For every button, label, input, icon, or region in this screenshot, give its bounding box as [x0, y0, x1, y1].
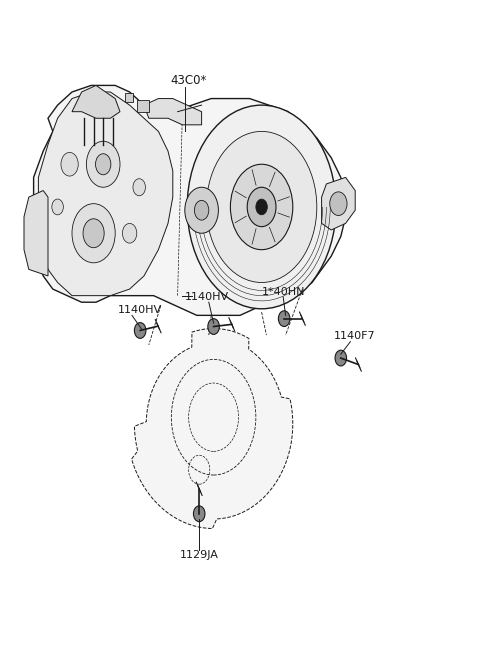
Polygon shape — [322, 177, 355, 230]
Circle shape — [185, 187, 218, 233]
Polygon shape — [144, 99, 202, 125]
Polygon shape — [72, 85, 120, 118]
Circle shape — [256, 199, 267, 215]
Circle shape — [134, 323, 146, 338]
FancyBboxPatch shape — [125, 93, 133, 102]
Circle shape — [96, 154, 111, 175]
Circle shape — [335, 350, 347, 366]
Circle shape — [247, 187, 276, 227]
Text: 1140HV: 1140HV — [118, 305, 162, 315]
Circle shape — [86, 141, 120, 187]
Circle shape — [83, 219, 104, 248]
Circle shape — [194, 200, 209, 220]
Circle shape — [193, 506, 205, 522]
Circle shape — [330, 192, 347, 215]
Text: 1140HV: 1140HV — [185, 292, 229, 302]
Circle shape — [133, 179, 145, 196]
Circle shape — [278, 311, 290, 327]
Circle shape — [187, 105, 336, 309]
Circle shape — [230, 164, 293, 250]
Polygon shape — [132, 328, 293, 528]
Polygon shape — [34, 85, 346, 315]
Text: 1140F7: 1140F7 — [334, 331, 375, 342]
Circle shape — [206, 131, 317, 283]
Circle shape — [208, 319, 219, 334]
Polygon shape — [24, 191, 48, 276]
FancyBboxPatch shape — [137, 100, 149, 112]
Circle shape — [122, 223, 137, 243]
Polygon shape — [38, 92, 173, 296]
Circle shape — [72, 204, 115, 263]
Circle shape — [52, 199, 63, 215]
Circle shape — [61, 152, 78, 176]
Text: 43C0*: 43C0* — [170, 74, 207, 87]
Text: 1129JA: 1129JA — [180, 550, 219, 560]
Text: 1*40HN: 1*40HN — [262, 287, 305, 298]
